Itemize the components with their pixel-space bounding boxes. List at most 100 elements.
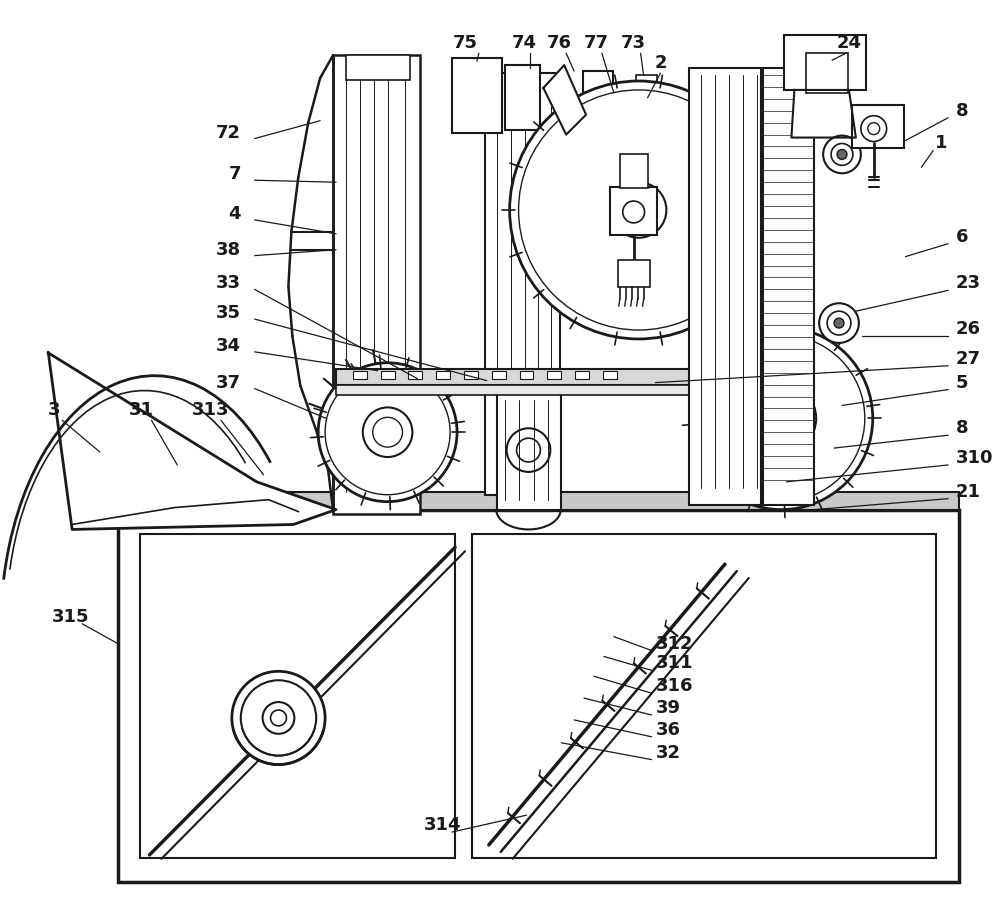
- Text: 73: 73: [621, 34, 646, 52]
- Text: 72: 72: [216, 123, 241, 142]
- Text: 77: 77: [583, 34, 608, 52]
- Circle shape: [510, 81, 768, 339]
- Bar: [505, 65, 540, 130]
- Text: 314: 314: [423, 816, 461, 834]
- Polygon shape: [543, 65, 586, 134]
- Text: 39: 39: [655, 699, 680, 717]
- Polygon shape: [791, 90, 856, 138]
- Text: 35: 35: [216, 304, 241, 323]
- Text: 8: 8: [956, 102, 969, 119]
- Bar: [346, 55, 410, 80]
- Bar: [689, 68, 761, 505]
- Bar: [575, 370, 589, 379]
- Text: 38: 38: [216, 241, 241, 258]
- Bar: [118, 510, 959, 881]
- Circle shape: [760, 396, 803, 440]
- Text: 315: 315: [51, 607, 89, 626]
- Circle shape: [325, 369, 450, 494]
- Circle shape: [621, 192, 656, 228]
- Text: 74: 74: [512, 34, 537, 52]
- Text: 311: 311: [655, 654, 693, 673]
- Circle shape: [271, 710, 286, 726]
- Bar: [492, 370, 506, 379]
- Circle shape: [868, 122, 880, 134]
- Bar: [336, 384, 763, 394]
- Bar: [381, 370, 395, 379]
- Text: 23: 23: [956, 275, 981, 292]
- Text: 27: 27: [956, 350, 981, 368]
- Circle shape: [837, 150, 847, 159]
- Circle shape: [373, 417, 402, 448]
- Text: 34: 34: [216, 337, 241, 355]
- Bar: [784, 35, 866, 90]
- Text: 76: 76: [547, 34, 572, 52]
- Circle shape: [611, 182, 666, 238]
- Bar: [763, 68, 814, 505]
- Text: 26: 26: [956, 320, 981, 338]
- Circle shape: [698, 335, 865, 502]
- Polygon shape: [48, 353, 336, 529]
- Text: 5: 5: [956, 374, 969, 391]
- Text: 32: 32: [655, 743, 680, 762]
- Text: 21: 21: [956, 482, 981, 501]
- Text: 75: 75: [452, 34, 477, 52]
- Bar: [603, 370, 617, 379]
- Bar: [547, 370, 561, 379]
- Text: 4: 4: [228, 205, 241, 223]
- Bar: [452, 58, 502, 132]
- Bar: [497, 391, 561, 510]
- Text: 312: 312: [655, 634, 693, 652]
- Circle shape: [774, 411, 789, 426]
- Circle shape: [834, 318, 844, 328]
- Bar: [614, 93, 634, 120]
- Text: 6: 6: [956, 228, 969, 245]
- Circle shape: [827, 312, 851, 335]
- Circle shape: [318, 363, 457, 502]
- Text: 36: 36: [655, 720, 680, 739]
- Bar: [618, 259, 650, 288]
- Circle shape: [232, 671, 325, 765]
- Text: 1: 1: [935, 133, 948, 152]
- Bar: [140, 535, 455, 857]
- Circle shape: [632, 203, 646, 217]
- Text: 8: 8: [956, 419, 969, 437]
- Bar: [852, 105, 904, 149]
- Bar: [610, 187, 657, 234]
- Bar: [464, 370, 478, 379]
- Text: 37: 37: [216, 374, 241, 391]
- Bar: [636, 75, 657, 107]
- Bar: [408, 370, 422, 379]
- Text: 2: 2: [654, 54, 667, 73]
- Bar: [333, 55, 420, 514]
- Bar: [353, 370, 367, 379]
- Circle shape: [263, 702, 294, 733]
- Circle shape: [861, 116, 887, 142]
- Bar: [472, 535, 936, 857]
- Text: 316: 316: [655, 677, 693, 695]
- Text: 313: 313: [192, 402, 230, 419]
- Bar: [620, 154, 648, 188]
- Text: 310: 310: [956, 449, 994, 467]
- Circle shape: [517, 438, 540, 462]
- Bar: [485, 74, 560, 494]
- Bar: [614, 120, 634, 141]
- Bar: [583, 71, 613, 122]
- Circle shape: [519, 90, 759, 330]
- Bar: [436, 370, 450, 379]
- Circle shape: [363, 407, 412, 457]
- Bar: [806, 53, 848, 93]
- Bar: [336, 369, 763, 384]
- Text: 33: 33: [216, 275, 241, 292]
- Text: 24: 24: [836, 34, 861, 52]
- Text: 3: 3: [48, 402, 61, 419]
- Circle shape: [747, 383, 816, 453]
- Bar: [520, 370, 533, 379]
- Text: 7: 7: [228, 165, 241, 183]
- Circle shape: [623, 201, 645, 223]
- Circle shape: [831, 143, 853, 165]
- Circle shape: [507, 428, 550, 471]
- Bar: [118, 492, 959, 510]
- Circle shape: [823, 136, 861, 174]
- Text: 31: 31: [129, 402, 154, 419]
- Circle shape: [819, 303, 859, 343]
